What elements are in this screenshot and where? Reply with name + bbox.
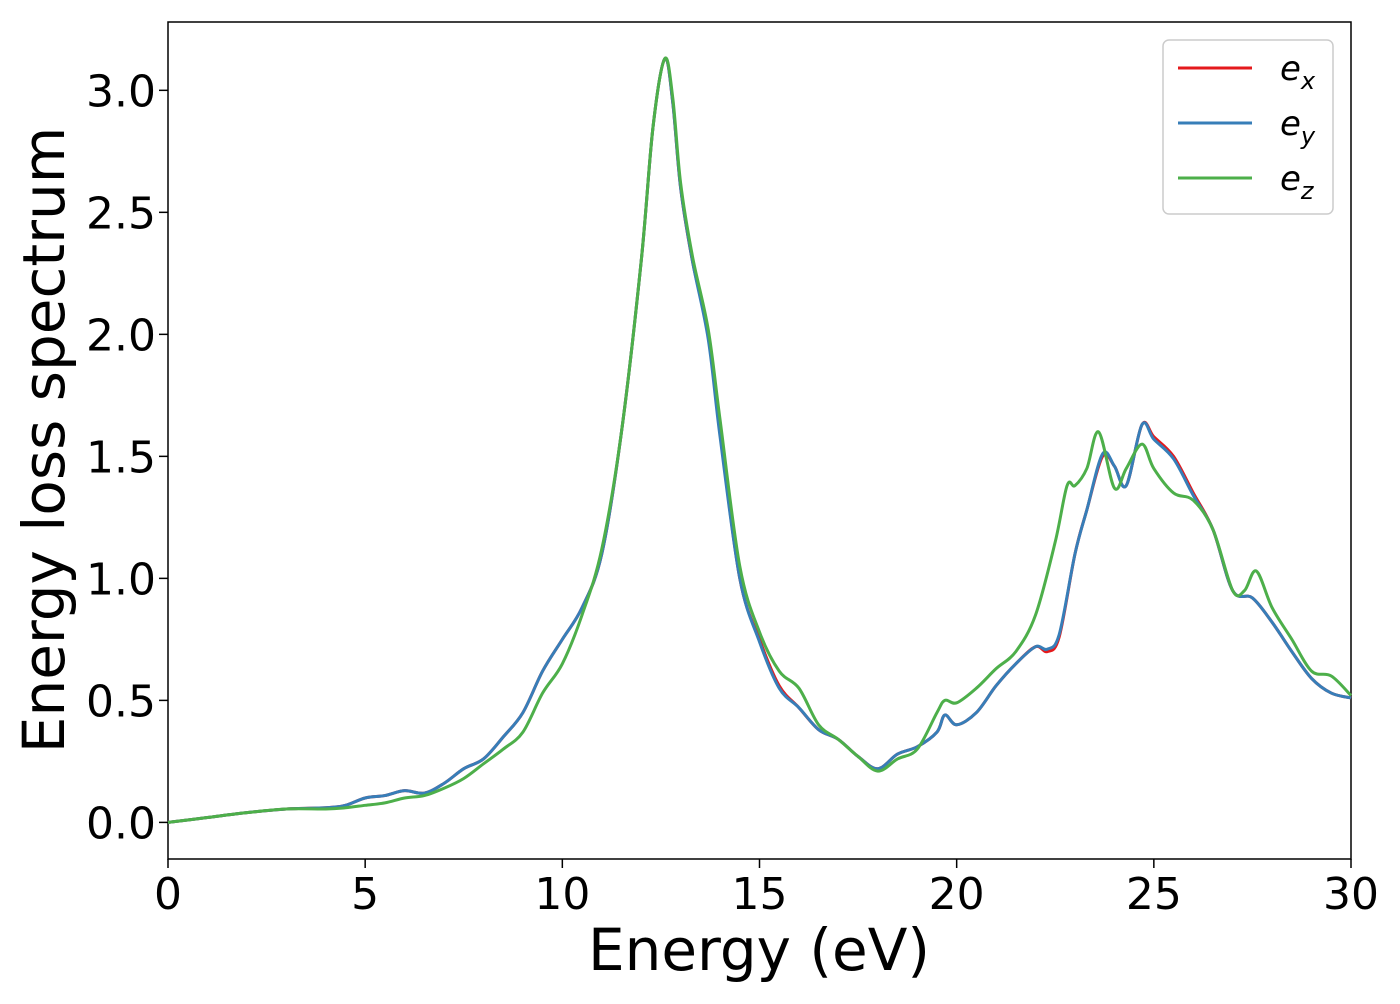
x-axis-title: Energy (eV) bbox=[588, 916, 930, 984]
legend-label-subscript: y bbox=[1300, 122, 1316, 150]
legend-label-z: ez bbox=[1280, 159, 1315, 205]
x-tick-label: 5 bbox=[351, 869, 379, 920]
axes: 0 5 10 15 20 25 30 0.0 0.5 1.0 1.5 2.0 2.5 3.0 bbox=[86, 21, 1379, 920]
legend-label-subscript: z bbox=[1300, 177, 1315, 205]
legend-label-x: ex bbox=[1280, 49, 1316, 95]
series-lines bbox=[167, 56, 1353, 824]
legend-label-base: e bbox=[1280, 104, 1301, 144]
legend-box bbox=[1162, 39, 1334, 215]
y-tick-label: 2.5 bbox=[86, 188, 156, 239]
x-tick-label: 20 bbox=[929, 869, 985, 920]
x-tick-label: 10 bbox=[534, 869, 590, 920]
y-axis-title: Energy loss spectrum bbox=[10, 127, 78, 753]
y-tick-label: 2.0 bbox=[86, 310, 156, 361]
legend-label-y: ey bbox=[1280, 104, 1316, 150]
series-line-y bbox=[167, 56, 1352, 824]
series-line-z bbox=[167, 56, 1353, 824]
legend-label-base: e bbox=[1280, 49, 1301, 89]
legend-label-base: e bbox=[1280, 159, 1301, 199]
y-tick-label: 1.5 bbox=[86, 432, 156, 483]
y-tick-label: 0.5 bbox=[86, 676, 156, 727]
y-tick-label: 0.0 bbox=[86, 798, 156, 849]
x-tick-label: 30 bbox=[1323, 869, 1379, 920]
y-tick-label: 3.0 bbox=[86, 66, 156, 117]
x-tick-label: 15 bbox=[732, 869, 788, 920]
x-tick-label: 0 bbox=[154, 869, 182, 920]
x-tick-label: 25 bbox=[1126, 869, 1182, 920]
legend-label-subscript: x bbox=[1300, 67, 1316, 95]
y-tick-label: 1.0 bbox=[86, 554, 156, 605]
